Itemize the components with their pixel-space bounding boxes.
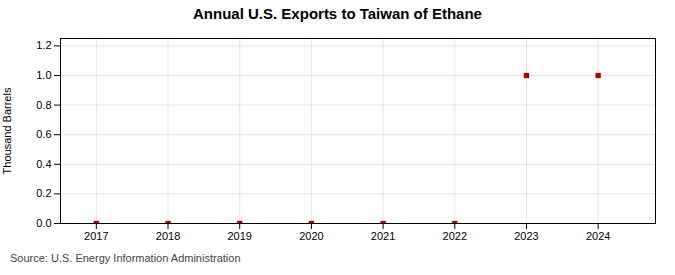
- svg-text:2024: 2024: [586, 230, 610, 242]
- svg-text:Thousand Barrels: Thousand Barrels: [1, 87, 13, 174]
- svg-text:1.0: 1.0: [36, 69, 51, 81]
- html-text:Source: U.S. Energy Informatio: Source: U.S. Energy Information Administ…: [10, 252, 241, 264]
- svg-text:0.4: 0.4: [36, 158, 51, 170]
- svg-text:0.6: 0.6: [36, 128, 51, 140]
- svg-text:0.0: 0.0: [36, 217, 51, 229]
- svg-text:2017: 2017: [84, 230, 108, 242]
- svg-text:2023: 2023: [514, 230, 538, 242]
- svg-text:1.2: 1.2: [36, 39, 51, 51]
- html-text:Annual U.S. Exports to Taiwan: Annual U.S. Exports to Taiwan of Ethane: [193, 5, 482, 22]
- svg-text:0.2: 0.2: [36, 187, 51, 199]
- svg-text:2020: 2020: [299, 230, 323, 242]
- svg-text:2021: 2021: [371, 230, 395, 242]
- svg-text:2022: 2022: [443, 230, 467, 242]
- svg-text:0.8: 0.8: [36, 99, 51, 111]
- svg-text:2019: 2019: [227, 230, 251, 242]
- svg-text:2018: 2018: [156, 230, 180, 242]
